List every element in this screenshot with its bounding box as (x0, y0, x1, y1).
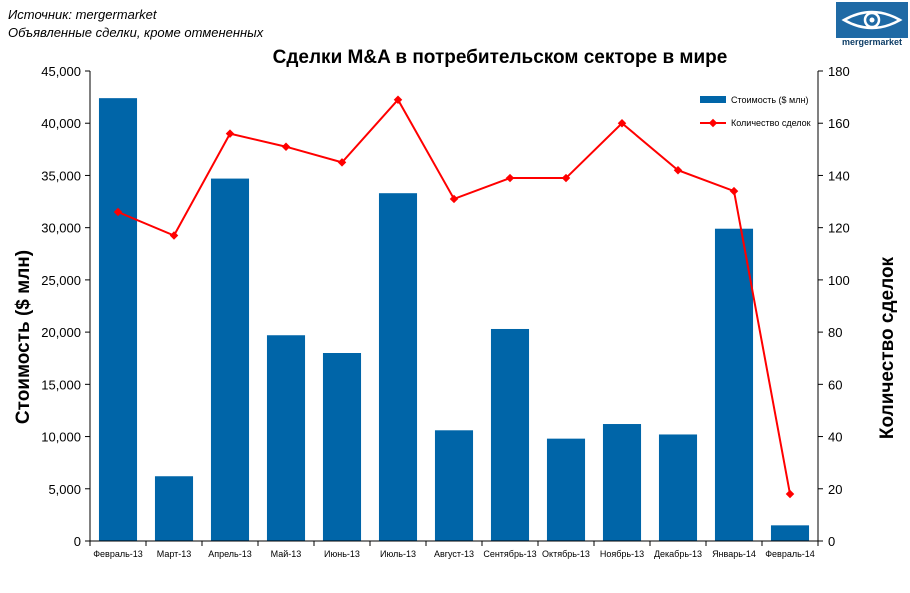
x-tick-label: Июль-13 (380, 549, 416, 559)
y2-tick-label: 20 (828, 482, 842, 497)
x-tick-label: Апрель-13 (208, 549, 252, 559)
mergermarket-logo: mergermarket (836, 2, 908, 48)
bar (714, 228, 754, 541)
y-tick-label: 15,000 (41, 377, 81, 392)
y-tick-label: 10,000 (41, 430, 81, 445)
y2-tick-label: 120 (828, 221, 850, 236)
bar (434, 430, 474, 541)
logo-text: mergermarket (841, 37, 903, 47)
x-tick-label: Январь-14 (712, 549, 756, 559)
eye-logo-icon (836, 2, 908, 38)
x-tick-label: Август-13 (434, 549, 474, 559)
x-tick-label: Ноябрь-13 (600, 549, 644, 559)
y-tick-label: 30,000 (41, 221, 81, 236)
legend-line-label: Количество сделок (731, 118, 811, 128)
y-axis-right-label: Количество сделок (877, 256, 898, 439)
bar (546, 438, 586, 541)
bar (154, 476, 194, 541)
legend: Стоимость ($ млн) Количество сделок (700, 95, 811, 128)
x-tick-label: Февраль-14 (765, 549, 815, 559)
legend-bar-label: Стоимость ($ млн) (731, 95, 808, 105)
line-point (393, 95, 403, 104)
y-axis-left-label: Стоимость ($ млн) (13, 250, 34, 424)
y2-tick-label: 60 (828, 377, 842, 392)
y2-tick-label: 0 (828, 534, 835, 549)
x-tick-label: Декабрь-13 (654, 549, 702, 559)
bar (378, 193, 418, 541)
bar (658, 434, 698, 541)
x-tick-label: Май-13 (271, 549, 302, 559)
axes: 0 5,000 10,000 15,000 20,000 25,000 30,000 35,0… (41, 64, 849, 559)
x-tick-label: Октябрь-13 (542, 549, 590, 559)
line-point (785, 489, 795, 499)
x-tick-label: Июнь-13 (324, 549, 360, 559)
y-tick-label: 35,000 (41, 168, 81, 183)
line-point (337, 158, 347, 167)
bar (266, 335, 306, 541)
bar (602, 424, 642, 541)
y2-tick-label: 160 (828, 116, 850, 131)
line-point (729, 186, 739, 196)
bar (210, 178, 250, 542)
y2-tick-label: 100 (828, 273, 850, 288)
y-tick-label: 0 (74, 534, 81, 549)
line-point (449, 194, 459, 204)
y2-tick-label: 140 (828, 168, 850, 183)
line-point (281, 142, 291, 151)
legend-bar-swatch (700, 96, 726, 103)
y-tick-label: 45,000 (41, 64, 81, 79)
y2-tick-label: 180 (828, 64, 850, 79)
line-point (113, 207, 123, 217)
line-point (225, 129, 235, 138)
bar (98, 98, 138, 542)
bar (770, 525, 810, 541)
y-tick-label: 25,000 (41, 273, 81, 288)
source-note: Источник: mergermarket Объявленные сделк… (8, 6, 263, 42)
x-tick-label: Март-13 (157, 549, 192, 559)
y-tick-label: 20,000 (41, 325, 81, 340)
y-tick-label: 40,000 (41, 116, 81, 131)
line-point (169, 231, 179, 240)
source-line-1: Источник: mergermarket (8, 7, 157, 22)
y2-tick-label: 40 (828, 430, 842, 445)
line-series (113, 95, 795, 499)
legend-line-marker (708, 118, 718, 128)
chart-title: Сделки M&A в потребительском секторе в м… (273, 47, 728, 68)
x-tick-label: Сентябрь-13 (483, 549, 536, 559)
bar (490, 328, 530, 541)
y2-tick-label: 80 (828, 325, 842, 340)
y-tick-label: 5,000 (48, 482, 81, 497)
source-line-2: Объявленные сделки, кроме отмененных (8, 25, 264, 40)
line-point (505, 173, 515, 183)
x-tick-label: Февраль-13 (93, 549, 143, 559)
bar-series (98, 98, 810, 542)
bar (322, 353, 362, 541)
